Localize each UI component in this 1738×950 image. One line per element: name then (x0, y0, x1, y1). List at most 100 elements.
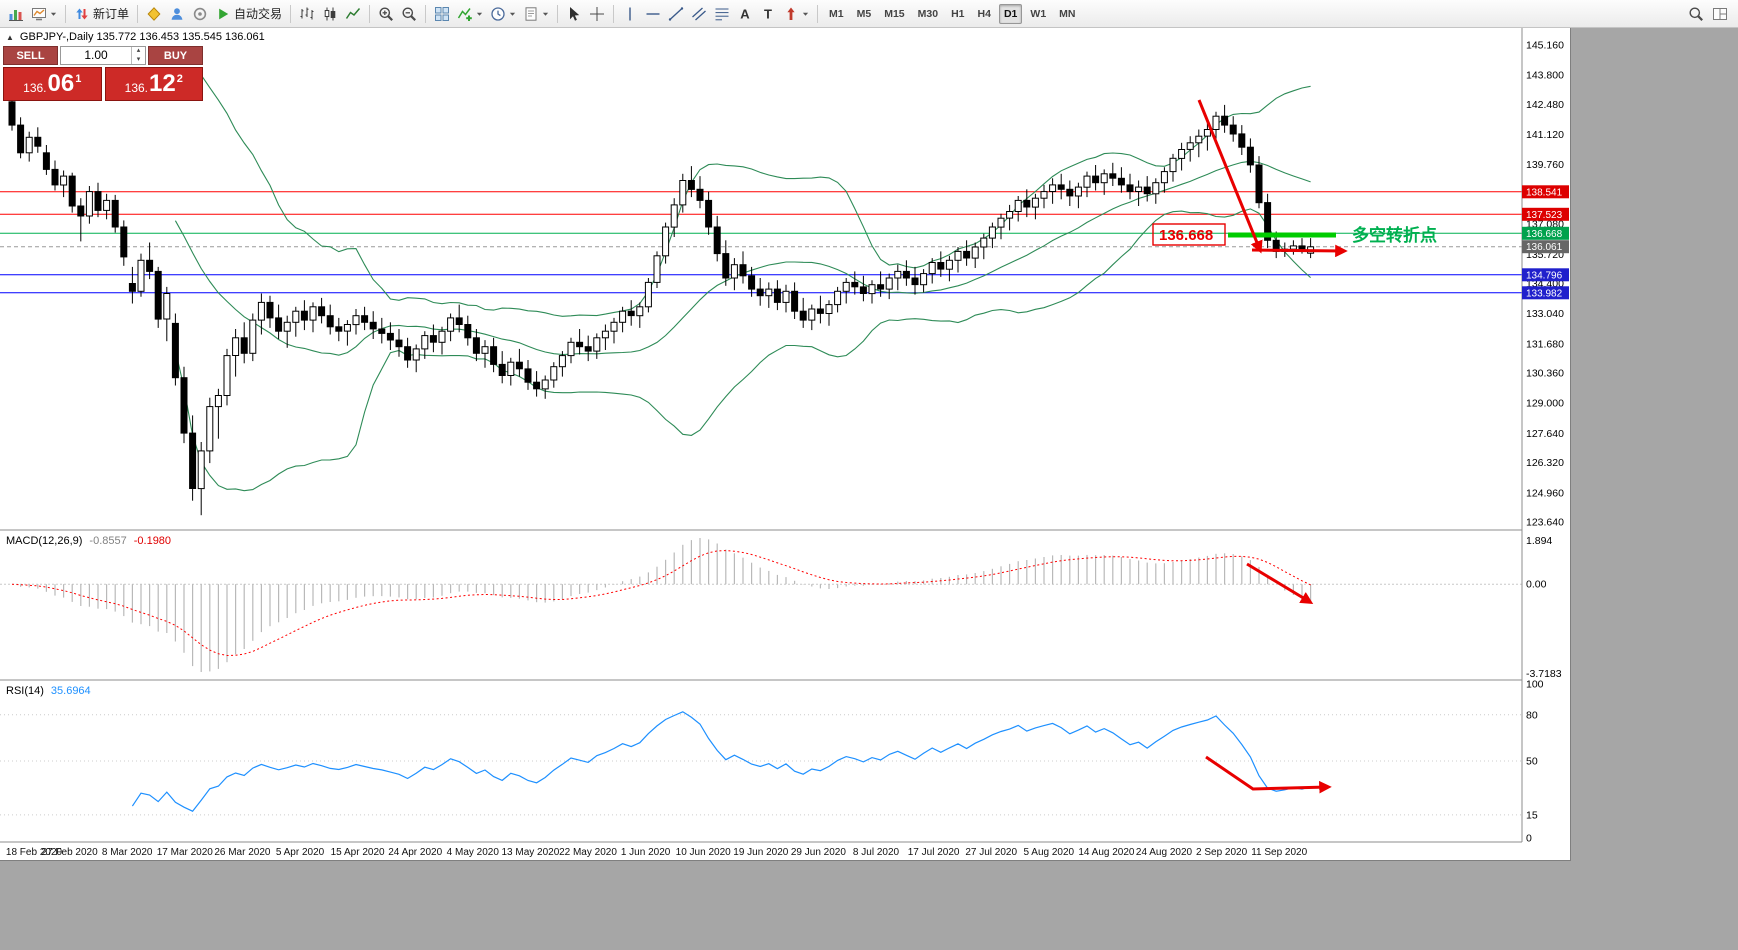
toolbar-separator (65, 4, 66, 23)
new-chart-button[interactable] (5, 3, 27, 25)
new-order-button[interactable]: 新订单 (71, 3, 132, 25)
profiles-button[interactable] (28, 3, 60, 25)
zoom-in-icon (378, 6, 394, 22)
line-chart-mode-button[interactable] (342, 3, 364, 25)
svg-text:127.640: 127.640 (1526, 428, 1564, 440)
timeframe-h1-button[interactable]: H1 (951, 7, 965, 20)
fibonacci-tool-button[interactable] (711, 3, 733, 25)
market-button[interactable] (166, 3, 188, 25)
toolbar-separator (613, 4, 615, 23)
svg-text:142.480: 142.480 (1526, 99, 1564, 111)
new-order-icon (74, 6, 90, 22)
volume-value[interactable]: 1.00 (84, 48, 108, 62)
svg-text:123.640: 123.640 (1526, 517, 1564, 529)
svg-text:17 Mar 2020: 17 Mar 2020 (157, 847, 214, 858)
zoom-out-icon (401, 6, 417, 22)
toolbar-separator (817, 4, 819, 23)
timeframe-w1-button[interactable]: W1 (1030, 7, 1047, 20)
timeframe-m30-button[interactable]: M30 (917, 7, 939, 20)
macd-axis-max: 1.894 (1526, 535, 1552, 547)
svg-text:8 Mar 2020: 8 Mar 2020 (102, 847, 153, 858)
buy-button[interactable]: BUY (148, 46, 203, 65)
svg-text:8 Jul 2020: 8 Jul 2020 (853, 847, 900, 858)
vertical-line-tool-button[interactable] (619, 3, 641, 25)
macd-axis-min: -3.7183 (1526, 668, 1562, 680)
arrows-tool-button[interactable] (780, 3, 812, 25)
oneclick-collapse-icon[interactable]: ▲ (6, 32, 14, 42)
svg-text:13 May 2020: 13 May 2020 (501, 847, 559, 858)
volume-spinner: ▴ ▾ (131, 47, 145, 64)
svg-text:27 Feb 2020: 27 Feb 2020 (42, 847, 99, 858)
price-scale-area[interactable] (1522, 28, 1570, 860)
indicators-icon (457, 6, 473, 22)
chart-window: 136.668 多空转折点 145.160 143.800 142.480 141.120… (0, 28, 1571, 861)
channel-tool-button[interactable] (688, 3, 710, 25)
rsi-line (131, 711, 1311, 812)
timeframe-m1-button[interactable]: M1 (829, 7, 844, 20)
indicators-button[interactable] (454, 3, 486, 25)
svg-text:24 Apr 2020: 24 Apr 2020 (388, 847, 442, 858)
label-icon: T (760, 6, 776, 22)
ask-pipette: 2 (176, 73, 183, 85)
zoom-out-button[interactable] (398, 3, 420, 25)
svg-text:133.982: 133.982 (1526, 288, 1563, 299)
bar-chart-mode-button[interactable] (296, 3, 318, 25)
svg-text:17 Jul 2020: 17 Jul 2020 (908, 847, 960, 858)
svg-text:4 May 2020: 4 May 2020 (447, 847, 500, 858)
cross-icon (589, 6, 605, 22)
candlestick-mode-button[interactable] (319, 3, 341, 25)
timeframe-h4-button[interactable]: H4 (977, 7, 991, 20)
label-tool-button[interactable]: T (757, 3, 779, 25)
macd-header: MACD(12,26,9) -0.8557 -0.1980 (6, 535, 171, 547)
crosshair-tool-button[interactable] (586, 3, 608, 25)
svg-text:134.796: 134.796 (1526, 270, 1563, 281)
red-arrow-1 (1197, 99, 1263, 254)
caret-down-icon (476, 7, 483, 21)
svg-text:136.668: 136.668 (1526, 229, 1563, 240)
layout-button[interactable] (1709, 3, 1731, 25)
svg-text:A: A (740, 6, 750, 21)
svg-text:19 Jun 2020: 19 Jun 2020 (733, 847, 788, 858)
tile-windows-button[interactable] (431, 3, 453, 25)
expert-advisors-button[interactable] (189, 3, 211, 25)
price-label-text: 136.668 (1159, 227, 1213, 244)
timeframe-m5-button[interactable]: M5 (856, 7, 872, 20)
timeframe-mn-button[interactable]: MN (1059, 7, 1076, 20)
svg-text:141.120: 141.120 (1526, 129, 1564, 141)
chart-canvas[interactable]: 136.668 多空转折点 145.160 143.800 142.480 141.120… (0, 28, 1570, 860)
zoom-in-button[interactable] (375, 3, 397, 25)
text-tool-button[interactable]: A (734, 3, 756, 25)
timeframe-d1-button[interactable]: D1 (998, 3, 1023, 24)
profiles-icon (31, 6, 47, 22)
svg-text:T: T (764, 6, 772, 21)
text-icon: A (737, 6, 753, 22)
volume-field[interactable]: 1.00 ▴ ▾ (60, 46, 146, 65)
sell-button[interactable]: SELL (3, 46, 58, 65)
timeframe-m15-button[interactable]: M15 (884, 7, 905, 20)
volume-up-arrow[interactable]: ▴ (136, 47, 141, 54)
horizontal-line-tool-button[interactable] (642, 3, 664, 25)
volume-down-arrow[interactable]: ▾ (136, 55, 141, 63)
price-label-box (1152, 223, 1226, 246)
periods-button[interactable] (487, 3, 519, 25)
metaeditor-button[interactable] (143, 3, 165, 25)
rsi-header: RSI(14) 35.6964 (6, 685, 91, 697)
buy-price-button[interactable]: 136. 12 2 (104, 67, 203, 101)
cursor-tool-button[interactable] (563, 3, 585, 25)
sell-price-button[interactable]: 136. 06 1 (3, 67, 102, 101)
red-arrow-3 (1246, 562, 1314, 604)
svg-text:5 Aug 2020: 5 Aug 2020 (1023, 847, 1074, 858)
autotrading-button[interactable]: 自动交易 (212, 3, 285, 25)
macd-axis-zero: 0.00 (1526, 579, 1547, 591)
one-click-top-row: SELL 1.00 ▴ ▾ BUY (3, 46, 203, 65)
market-icon (169, 6, 185, 22)
templates-button[interactable] (520, 3, 552, 25)
search-button[interactable] (1685, 3, 1707, 25)
channel-icon (691, 6, 707, 22)
svg-text:50: 50 (1526, 756, 1538, 768)
new-chart-icon (8, 6, 24, 22)
chart-drawings[interactable]: 136.668 多空转折点 (1152, 99, 1437, 794)
ask-prefix: 136. (124, 81, 149, 95)
trendline-tool-button[interactable] (665, 3, 687, 25)
